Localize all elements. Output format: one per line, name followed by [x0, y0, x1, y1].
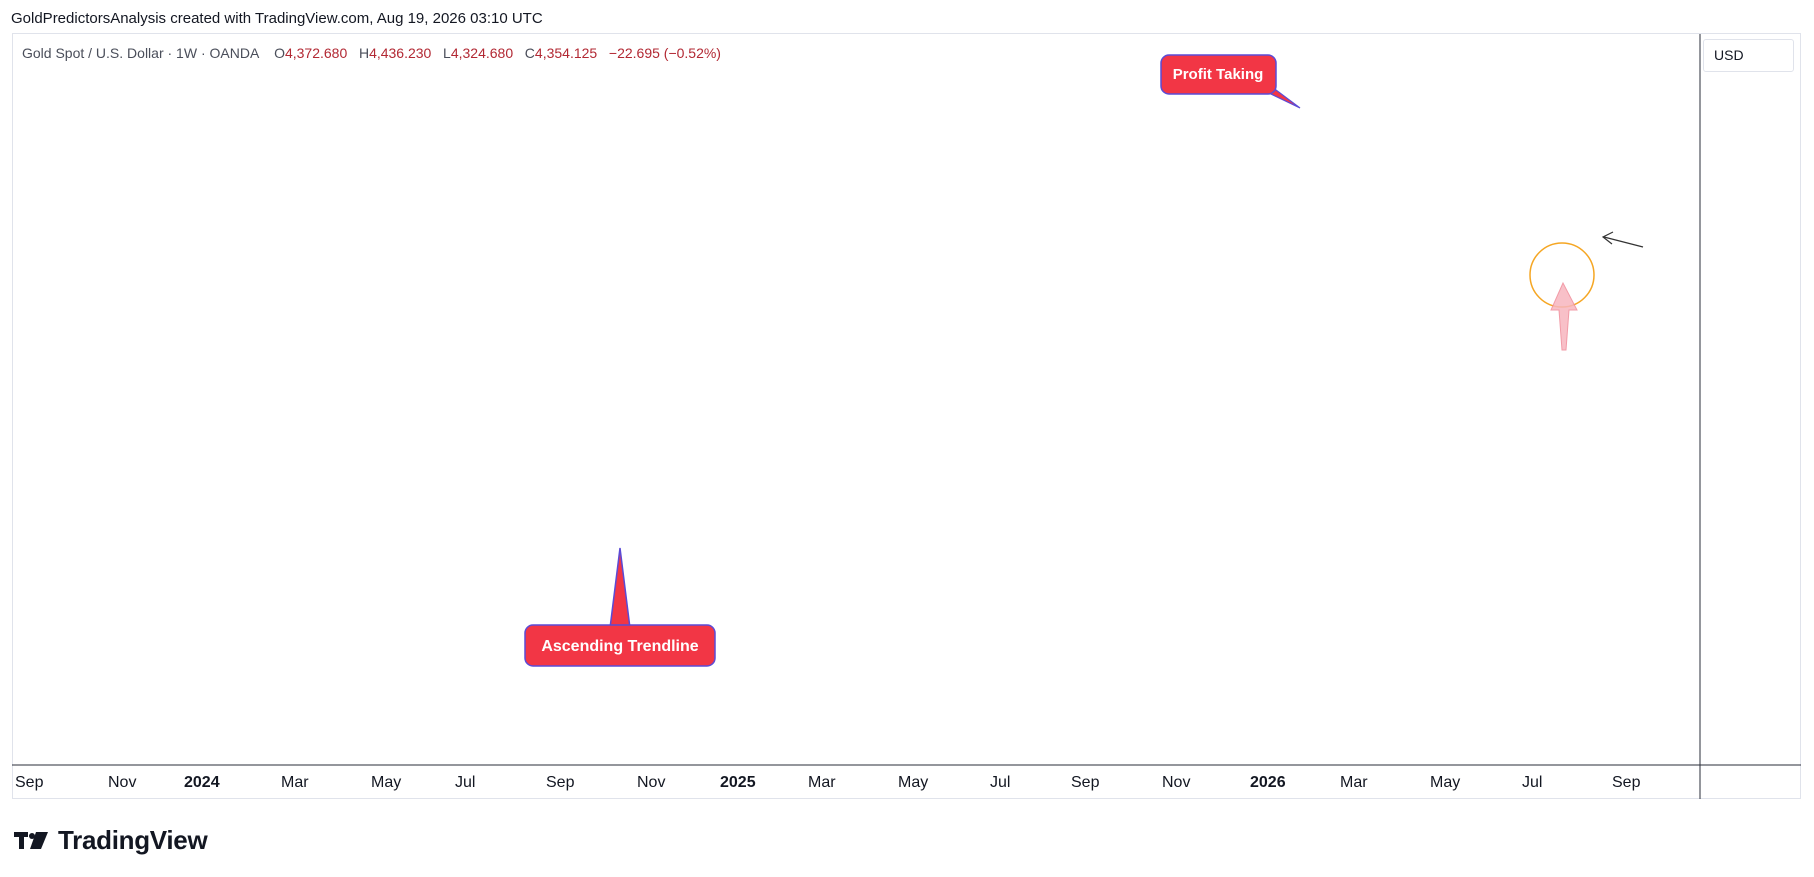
- profit-callout-text: Profit Taking: [1173, 66, 1264, 83]
- x-tick-label: Sep: [546, 774, 575, 791]
- symbol-legend: Gold Spot / U.S. Dollar · 1W · OANDA O4,…: [22, 45, 721, 61]
- currency-selector[interactable]: USD: [1703, 39, 1794, 72]
- tradingview-logo-icon: [14, 831, 48, 849]
- trendline-callout-box[interactable]: [524, 624, 716, 667]
- x-tick-label: May: [898, 774, 928, 791]
- x-tick-label: Jul: [990, 774, 1010, 791]
- close-value: 4,354.125: [534, 45, 598, 61]
- x-tick-label: Jul: [1522, 774, 1542, 791]
- chart-frame: [12, 33, 1801, 799]
- x-tick-label: Sep: [1612, 774, 1641, 791]
- x-tick-label: 2024: [184, 774, 220, 791]
- low-label: L: [443, 45, 451, 61]
- x-tick-label: Mar: [808, 774, 836, 791]
- high-value: 4,436.230: [369, 45, 432, 61]
- pointer-arrow-icon: [1601, 231, 1614, 245]
- chart-header-text: GoldPredictorsAnalysis created with Trad…: [11, 10, 543, 27]
- x-tick-label: Mar: [1340, 774, 1368, 791]
- x-tick-label: May: [1430, 774, 1460, 791]
- change-value: −22.695 (−0.52%): [608, 45, 721, 61]
- x-tick-label: Mar: [281, 774, 309, 791]
- tradingview-logo[interactable]: TradingView: [14, 825, 208, 856]
- trendline-callout-text: Ascending Trendline: [541, 638, 698, 655]
- low-value: 4,324.680: [450, 45, 514, 61]
- x-tick-label: 2025: [720, 774, 756, 791]
- close-label: C: [524, 45, 535, 61]
- x-tick-label: Sep: [15, 774, 44, 791]
- open-value: 4,372.680: [284, 45, 348, 61]
- up-arrow-icon: [1550, 281, 1578, 351]
- x-tick-label: Nov: [637, 774, 665, 791]
- high-label: H: [358, 45, 370, 61]
- pointer-arrow-line: [1603, 236, 1644, 248]
- trendline-callout-pointer: [609, 547, 631, 629]
- tradingview-brand-name: TradingView: [58, 825, 208, 855]
- x-tick-label: Jul: [455, 774, 475, 791]
- x-tick-label: 2026: [1250, 774, 1286, 791]
- open-label: O: [274, 45, 285, 61]
- profit-callout-box[interactable]: [1160, 54, 1277, 95]
- x-tick-label: Sep: [1071, 774, 1100, 791]
- x-tick-label: Nov: [1162, 774, 1190, 791]
- symbol-name[interactable]: Gold Spot / U.S. Dollar · 1W · OANDA: [22, 45, 259, 61]
- x-tick-label: Nov: [108, 774, 136, 791]
- x-tick-label: May: [371, 774, 401, 791]
